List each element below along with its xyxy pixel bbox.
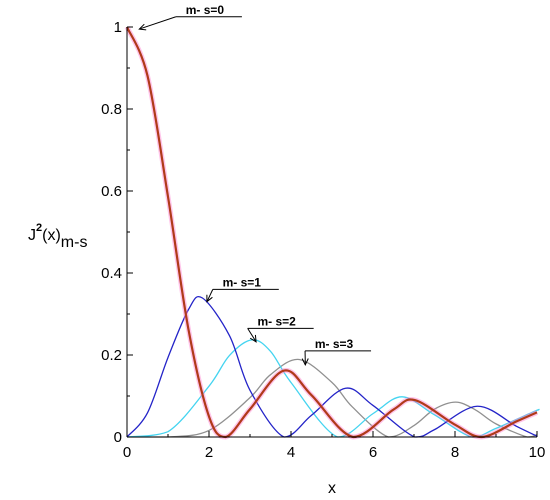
y-tick-label: 1: [114, 19, 122, 36]
annotation-3: m- s=3: [301, 337, 372, 366]
y-label-sup: 2: [36, 222, 42, 234]
annotations: m- s=0 m- s=1 m- s=2 m- s=3: [138, 3, 372, 366]
annotation-label: m- s=1: [223, 275, 262, 289]
ticks: 0 2 4 6 8 10 0 0.2 0.4 0.6 0.8 1: [101, 19, 545, 461]
y-tick-label: 0.6: [101, 183, 122, 200]
annotation-arrowhead: [249, 334, 257, 343]
x-tick-label: 8: [451, 444, 459, 461]
y-axis-label: J2(x)m-s: [28, 222, 87, 251]
y-tick-label: 0.8: [101, 101, 122, 118]
annotation-2: m- s=2: [247, 314, 314, 343]
y-tick-label: 0.4: [101, 265, 122, 282]
series-0-halo: [124, 25, 539, 440]
annotation-label: m- s=0: [186, 3, 225, 17]
x-tick-label: 4: [287, 444, 295, 461]
y-label-sub: m-s: [61, 234, 88, 251]
x-tick-label: 0: [123, 444, 131, 461]
y-label-base: J: [28, 227, 36, 244]
series-line-order-0: [125, 26, 538, 439]
x-tick-label: 6: [369, 444, 377, 461]
annotation-arrowhead: [206, 294, 213, 303]
annotation-arrowhead: [138, 23, 147, 31]
series-line-order-1: [126, 295, 538, 438]
annotation-leader: [139, 16, 177, 30]
x-tick-label: 10: [529, 444, 546, 461]
annotation-leader: [206, 289, 214, 302]
series-lines: [124, 25, 540, 440]
x-axis-label: x: [328, 480, 336, 497]
y-tick-label: 0.2: [101, 347, 122, 364]
annotation-1: m- s=1: [206, 275, 279, 303]
x-tick-label: 2: [205, 444, 213, 461]
annotation-label: m- s=3: [315, 337, 354, 351]
series-line-order-3: [127, 358, 538, 438]
annotation-0: m- s=0: [138, 3, 242, 31]
annotation-leader: [247, 328, 257, 343]
axes: [126, 27, 537, 438]
annotation-label: m- s=2: [257, 314, 296, 328]
y-label-arg: (x): [42, 227, 61, 244]
annotation-arrowhead: [301, 358, 309, 366]
y-tick-label: 0: [114, 429, 122, 446]
